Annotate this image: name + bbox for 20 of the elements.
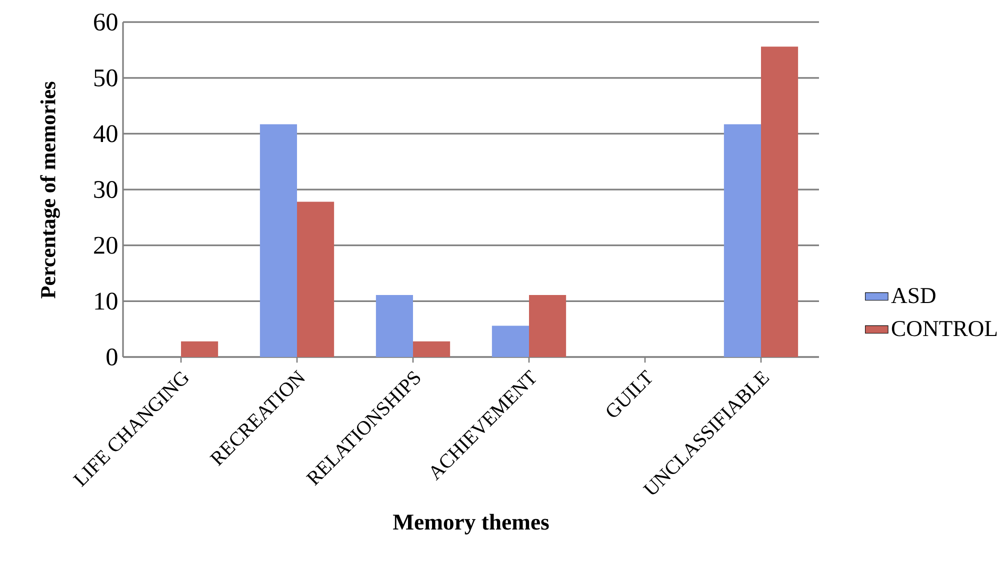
bar bbox=[724, 124, 761, 357]
legend-label: CONTROL bbox=[892, 320, 997, 336]
y-axis-title: Percentage of memories bbox=[40, 82, 60, 298]
legend-label: ASD bbox=[891, 288, 936, 304]
x-axis-title: Memory themes bbox=[393, 514, 549, 534]
y-tick-label: 60 bbox=[94, 14, 118, 31]
y-tick-label: 30 bbox=[94, 180, 118, 198]
y-tick-label: 50 bbox=[94, 69, 118, 86]
y-tick-label: 0 bbox=[106, 348, 118, 366]
y-tick-label: 10 bbox=[95, 292, 118, 310]
bar bbox=[761, 46, 798, 357]
bar bbox=[376, 295, 414, 357]
bar bbox=[529, 295, 566, 357]
bar bbox=[413, 341, 450, 357]
bar bbox=[297, 202, 334, 357]
bar bbox=[492, 326, 529, 357]
bar bbox=[260, 124, 298, 357]
y-tick-label: 40 bbox=[93, 125, 118, 142]
bar bbox=[181, 341, 218, 357]
y-tick-label: 20 bbox=[94, 236, 118, 254]
